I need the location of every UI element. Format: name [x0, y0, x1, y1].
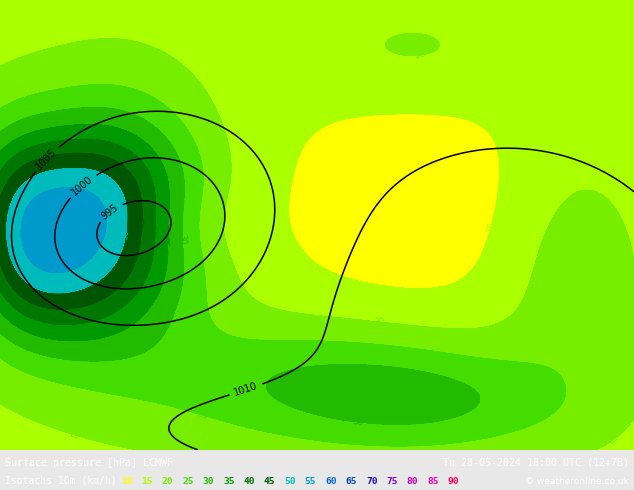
Text: 70: 70: [366, 477, 377, 486]
Text: 80: 80: [407, 477, 418, 486]
Text: © weatheronline.co.uk: © weatheronline.co.uk: [525, 477, 629, 486]
Text: 40: 40: [243, 477, 255, 486]
Text: 40: 40: [150, 229, 160, 240]
Text: Tu 28-05-2024 18:00 UTC (12+7B): Tu 28-05-2024 18:00 UTC (12+7B): [443, 458, 629, 468]
Text: 30: 30: [353, 417, 364, 427]
Text: 30: 30: [203, 477, 214, 486]
Text: 15: 15: [485, 221, 497, 233]
Text: 55: 55: [16, 228, 26, 239]
Text: 45: 45: [137, 217, 146, 228]
Text: 85: 85: [427, 477, 439, 486]
Text: 995: 995: [100, 202, 120, 221]
Text: 1005: 1005: [35, 147, 59, 172]
Text: 35: 35: [164, 235, 172, 246]
Text: 10: 10: [121, 477, 133, 486]
Text: 35: 35: [223, 477, 235, 486]
Text: 25: 25: [182, 477, 194, 486]
Text: 20: 20: [414, 50, 425, 60]
Text: 20: 20: [607, 433, 621, 446]
Text: 20: 20: [68, 429, 81, 441]
Text: 75: 75: [386, 477, 398, 486]
Text: 50: 50: [120, 229, 131, 241]
Text: Isotachs 10m (km/h): Isotachs 10m (km/h): [5, 476, 117, 486]
Text: 20: 20: [373, 317, 385, 327]
Text: 30: 30: [178, 234, 187, 245]
Text: 45: 45: [264, 477, 275, 486]
Text: 20: 20: [162, 477, 173, 486]
Text: 15: 15: [141, 477, 153, 486]
Text: 1000: 1000: [70, 174, 95, 197]
Text: Surface pressure [hPa] ECMWF: Surface pressure [hPa] ECMWF: [5, 458, 173, 468]
Text: 90: 90: [448, 477, 459, 486]
Text: 50: 50: [284, 477, 296, 486]
Text: 65: 65: [346, 477, 357, 486]
Text: 55: 55: [305, 477, 316, 486]
Text: 25: 25: [197, 410, 210, 421]
Text: 60: 60: [325, 477, 337, 486]
Text: 1010: 1010: [233, 381, 259, 398]
